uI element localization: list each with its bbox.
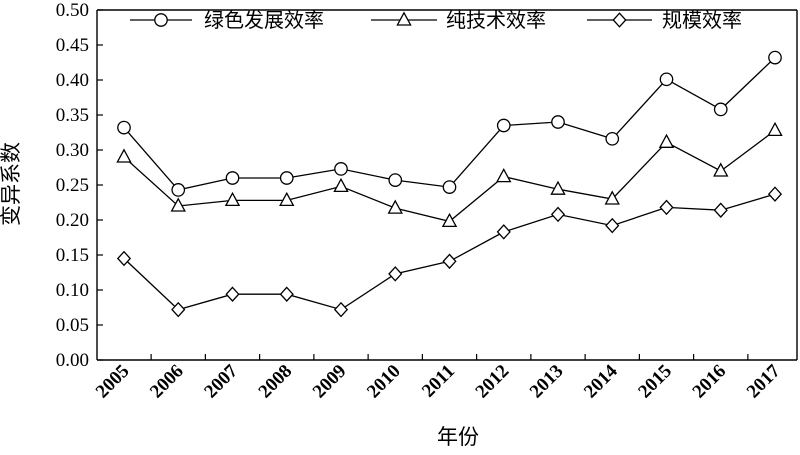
y-axis-ticks: 0.00 0.05 0.10 0.15 0.20 0.25 0.30 0.35 0.40 0.45… — [56, 0, 103, 371]
series-diamond — [116, 186, 783, 318]
data-point — [388, 173, 403, 187]
series-circle — [117, 50, 782, 197]
legend-marker — [154, 13, 168, 27]
data-point — [496, 168, 512, 183]
series-triangle — [116, 121, 783, 228]
legend-label: 规模效率 — [662, 9, 742, 32]
y-tick-label: 0.50 — [56, 0, 89, 21]
legend-marker — [612, 12, 627, 28]
y-tick-label: 0.30 — [56, 140, 89, 161]
data-point — [333, 301, 349, 318]
x-tick-label: 2005 — [92, 361, 134, 403]
data-point — [279, 171, 294, 185]
data-point — [171, 183, 186, 197]
data-point — [496, 224, 511, 240]
data-point — [170, 197, 186, 212]
data-point — [117, 120, 131, 135]
data-point — [441, 212, 458, 228]
data-point — [334, 162, 348, 176]
data-point — [605, 131, 620, 146]
x-tick-label: 2013 — [526, 361, 568, 403]
x-axis-ticks: 2005 2006 2007 2008 2009 2010 2011 2012 2013 2014… — [92, 354, 785, 402]
data-point — [442, 180, 457, 194]
data-point — [333, 177, 349, 193]
data-point — [225, 171, 240, 185]
x-tick-label: 2016 — [689, 361, 731, 403]
legend-label: 绿色发展效率 — [204, 9, 324, 32]
legend: 绿色发展效率 纯技术效率 规模效率 — [130, 9, 742, 32]
y-tick-label: 0.35 — [56, 105, 89, 126]
data-point — [550, 180, 566, 195]
y-tick-label: 0.10 — [56, 280, 89, 301]
data-point — [225, 286, 240, 302]
data-point — [604, 190, 620, 205]
y-tick-label: 0.40 — [56, 70, 89, 91]
data-point — [659, 199, 674, 216]
data-point — [442, 253, 457, 270]
data-point — [658, 133, 675, 148]
data-point — [713, 162, 729, 177]
data-point — [767, 186, 783, 202]
x-tick-label: 2015 — [634, 361, 676, 403]
y-tick-label: 0.25 — [56, 175, 89, 196]
y-tick-label: 0.00 — [56, 350, 89, 371]
y-tick-label: 0.05 — [56, 315, 89, 336]
data-point — [388, 266, 403, 282]
x-tick-label: 2017 — [743, 360, 785, 402]
series-line — [123, 193, 776, 311]
series-line — [123, 57, 776, 191]
data-point — [116, 250, 132, 267]
data-point — [496, 118, 511, 133]
legend-label: 纯技术效率 — [446, 9, 546, 32]
legend-item: 纯技术效率 — [371, 9, 546, 32]
data-point — [551, 115, 565, 129]
legend-marker — [396, 11, 412, 26]
data-point — [387, 199, 403, 214]
data-point — [713, 102, 728, 117]
legend-item: 绿色发展效率 — [130, 9, 324, 32]
x-tick-label: 2010 — [363, 361, 405, 403]
data-point — [279, 191, 295, 207]
data-point — [768, 50, 782, 65]
x-tick-label: 2012 — [472, 361, 514, 403]
x-tick-label: 2007 — [200, 360, 242, 402]
data-point — [550, 206, 566, 223]
x-tick-label: 2008 — [255, 361, 297, 403]
legend-item: 规模效率 — [587, 9, 742, 32]
data-point — [659, 72, 674, 87]
data-point — [116, 148, 132, 163]
y-axis-title: 变异系数 — [0, 142, 23, 226]
data-point — [605, 217, 620, 234]
x-tick-label: 2011 — [418, 361, 459, 402]
y-tick-label: 0.20 — [56, 210, 89, 231]
x-tick-label: 2009 — [309, 361, 351, 403]
data-point — [171, 301, 186, 318]
data-point — [279, 286, 294, 302]
data-point — [224, 191, 241, 207]
data-point — [767, 121, 783, 137]
data-point — [713, 202, 728, 218]
series-layer — [116, 50, 783, 318]
x-tick-label: 2006 — [146, 361, 188, 403]
y-tick-label: 0.15 — [56, 245, 89, 266]
y-tick-label: 0.45 — [56, 35, 89, 56]
x-axis-title: 年份 — [437, 425, 479, 449]
x-tick-label: 2014 — [580, 360, 622, 402]
